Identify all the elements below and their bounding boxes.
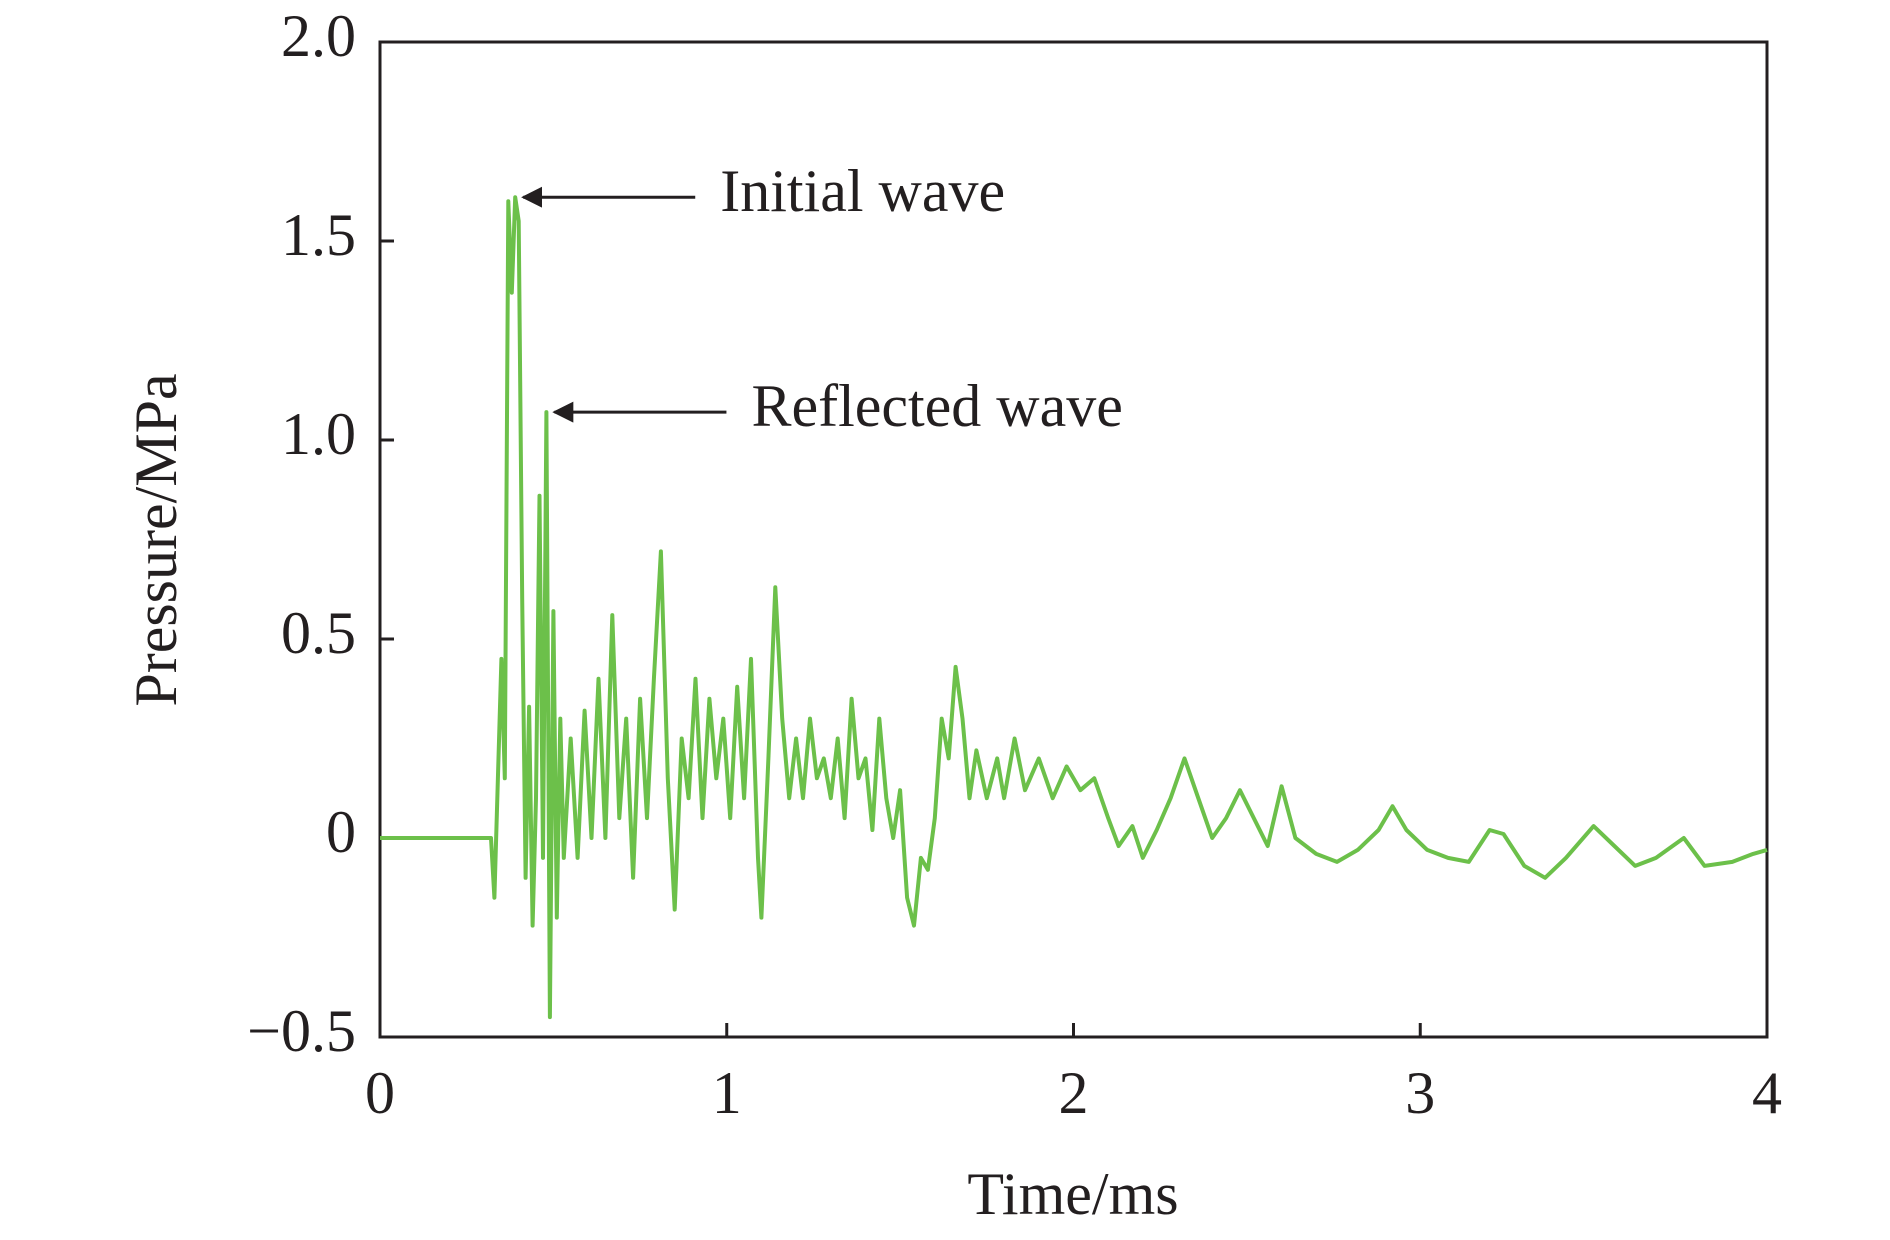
data-line <box>380 195 1768 1020</box>
annotation-text: Initial wave <box>720 158 1005 224</box>
y-tick-label: 1.0 <box>281 401 356 467</box>
x-tick-label: 4 <box>1752 1060 1782 1126</box>
y-tick-label: 1.5 <box>281 202 356 268</box>
plot-frame <box>378 40 1769 1039</box>
x-tick-label: 3 <box>1405 1060 1435 1126</box>
x-tick-label: 0 <box>365 1060 395 1126</box>
y-tick-label: −0.5 <box>247 998 356 1064</box>
y-tick-label: 0 <box>326 799 356 865</box>
x-tick-label: 1 <box>712 1060 742 1126</box>
x-tick-label: 2 <box>1059 1060 1089 1126</box>
y-tick-label: 0.5 <box>281 600 356 666</box>
y-tick-label: 2.0 <box>281 3 356 69</box>
y-axis-label: Pressure/MPa <box>123 373 189 706</box>
x-axis-label: Time/ms <box>967 1161 1178 1227</box>
annotation-text: Reflected wave <box>751 373 1122 439</box>
